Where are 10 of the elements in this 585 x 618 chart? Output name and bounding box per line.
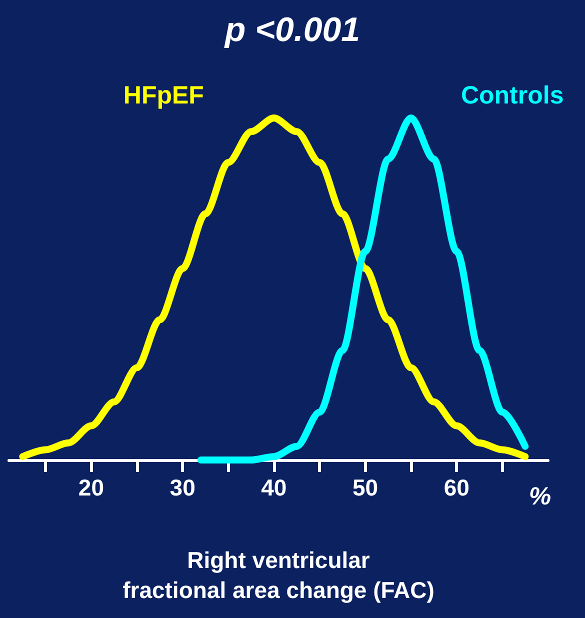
x-tick-label: 50 bbox=[352, 474, 378, 500]
x-tick-label: 40 bbox=[261, 474, 287, 500]
x-tick-label: 30 bbox=[170, 474, 196, 500]
text: % bbox=[528, 482, 552, 510]
chart-title: p <0.001 bbox=[224, 11, 360, 49]
series-label: HFpEF bbox=[123, 82, 204, 110]
x-tick-label: 20 bbox=[78, 474, 104, 500]
x-tick-label: 60 bbox=[444, 474, 470, 500]
series-label: Controls bbox=[460, 82, 564, 110]
x-axis-title: Right ventricular fractional area change (FAC) bbox=[122, 547, 434, 603]
